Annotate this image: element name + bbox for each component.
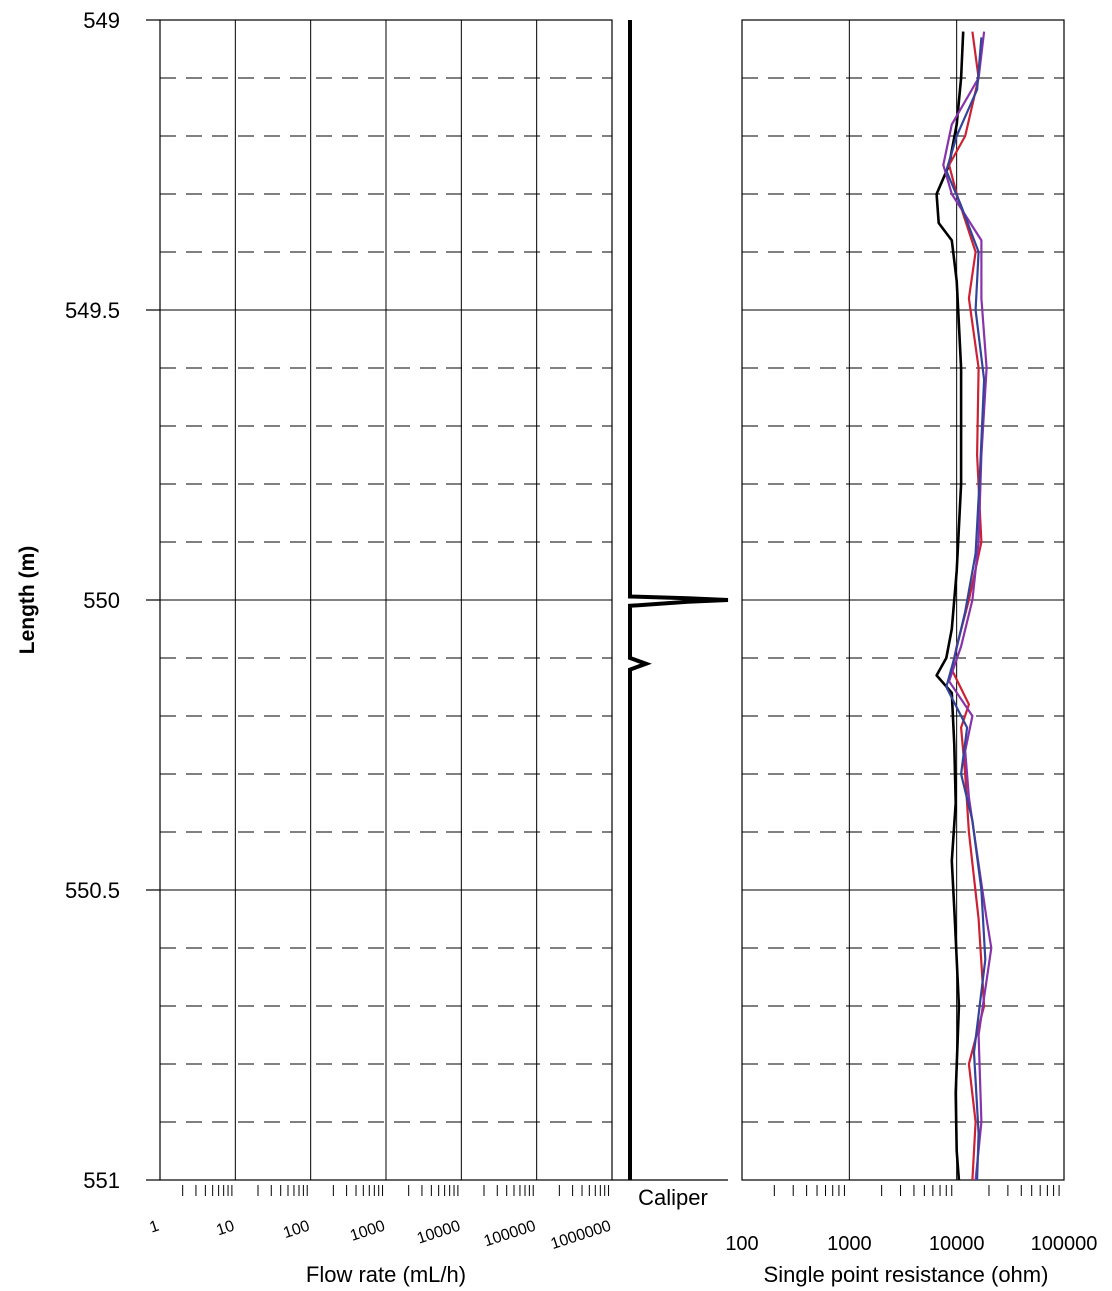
flow-x-tick-label: 100000 [482,1218,538,1251]
caliper-label: Caliper [638,1185,708,1210]
flow-x-tick-label: 1000 [348,1218,387,1245]
resistance-x-tick-label: 10000 [929,1233,985,1255]
resistance-x-axis-label: Single point resistance (ohm) [764,1262,1049,1287]
resistance-x-tick-label: 100000 [1031,1233,1098,1255]
caliper-line [628,20,729,1180]
resistance-x-tick-label: 100 [725,1233,758,1255]
y-tick-label: 549.5 [65,298,120,323]
caliper-panel [612,20,729,1181]
y-axis-label: Length (m) [16,546,39,654]
resistance-plot-frame [741,19,1065,1181]
flow-x-tick-label: 100 [281,1218,312,1242]
flow-x-tick-label: 1000000 [549,1218,614,1253]
flow-rate-panel: 549 549.5 550 550.5 551 1 10 100 1000 10000 100000… [65,8,613,1253]
flow-x-tick-label: 10000 [415,1218,463,1248]
flow-x-tick-label: 10 [214,1218,236,1240]
y-tick-label: 549 [83,8,120,33]
flow-x-axis-label: Flow rate (mL/h) [306,1262,466,1287]
flow-x-tick-label: 1 [148,1218,162,1237]
resistance-series-line [945,37,987,1181]
resistance-x-tick-label: 1000 [827,1233,872,1255]
y-tick-label: 550 [83,588,120,613]
resistance-panel: 100 1000 10000 100000 [725,19,1098,1255]
resistance-series-line [942,31,993,1181]
y-tick-label: 551 [83,1168,120,1193]
y-tick-label: 550.5 [65,878,120,903]
resistance-series-line [935,31,965,1181]
